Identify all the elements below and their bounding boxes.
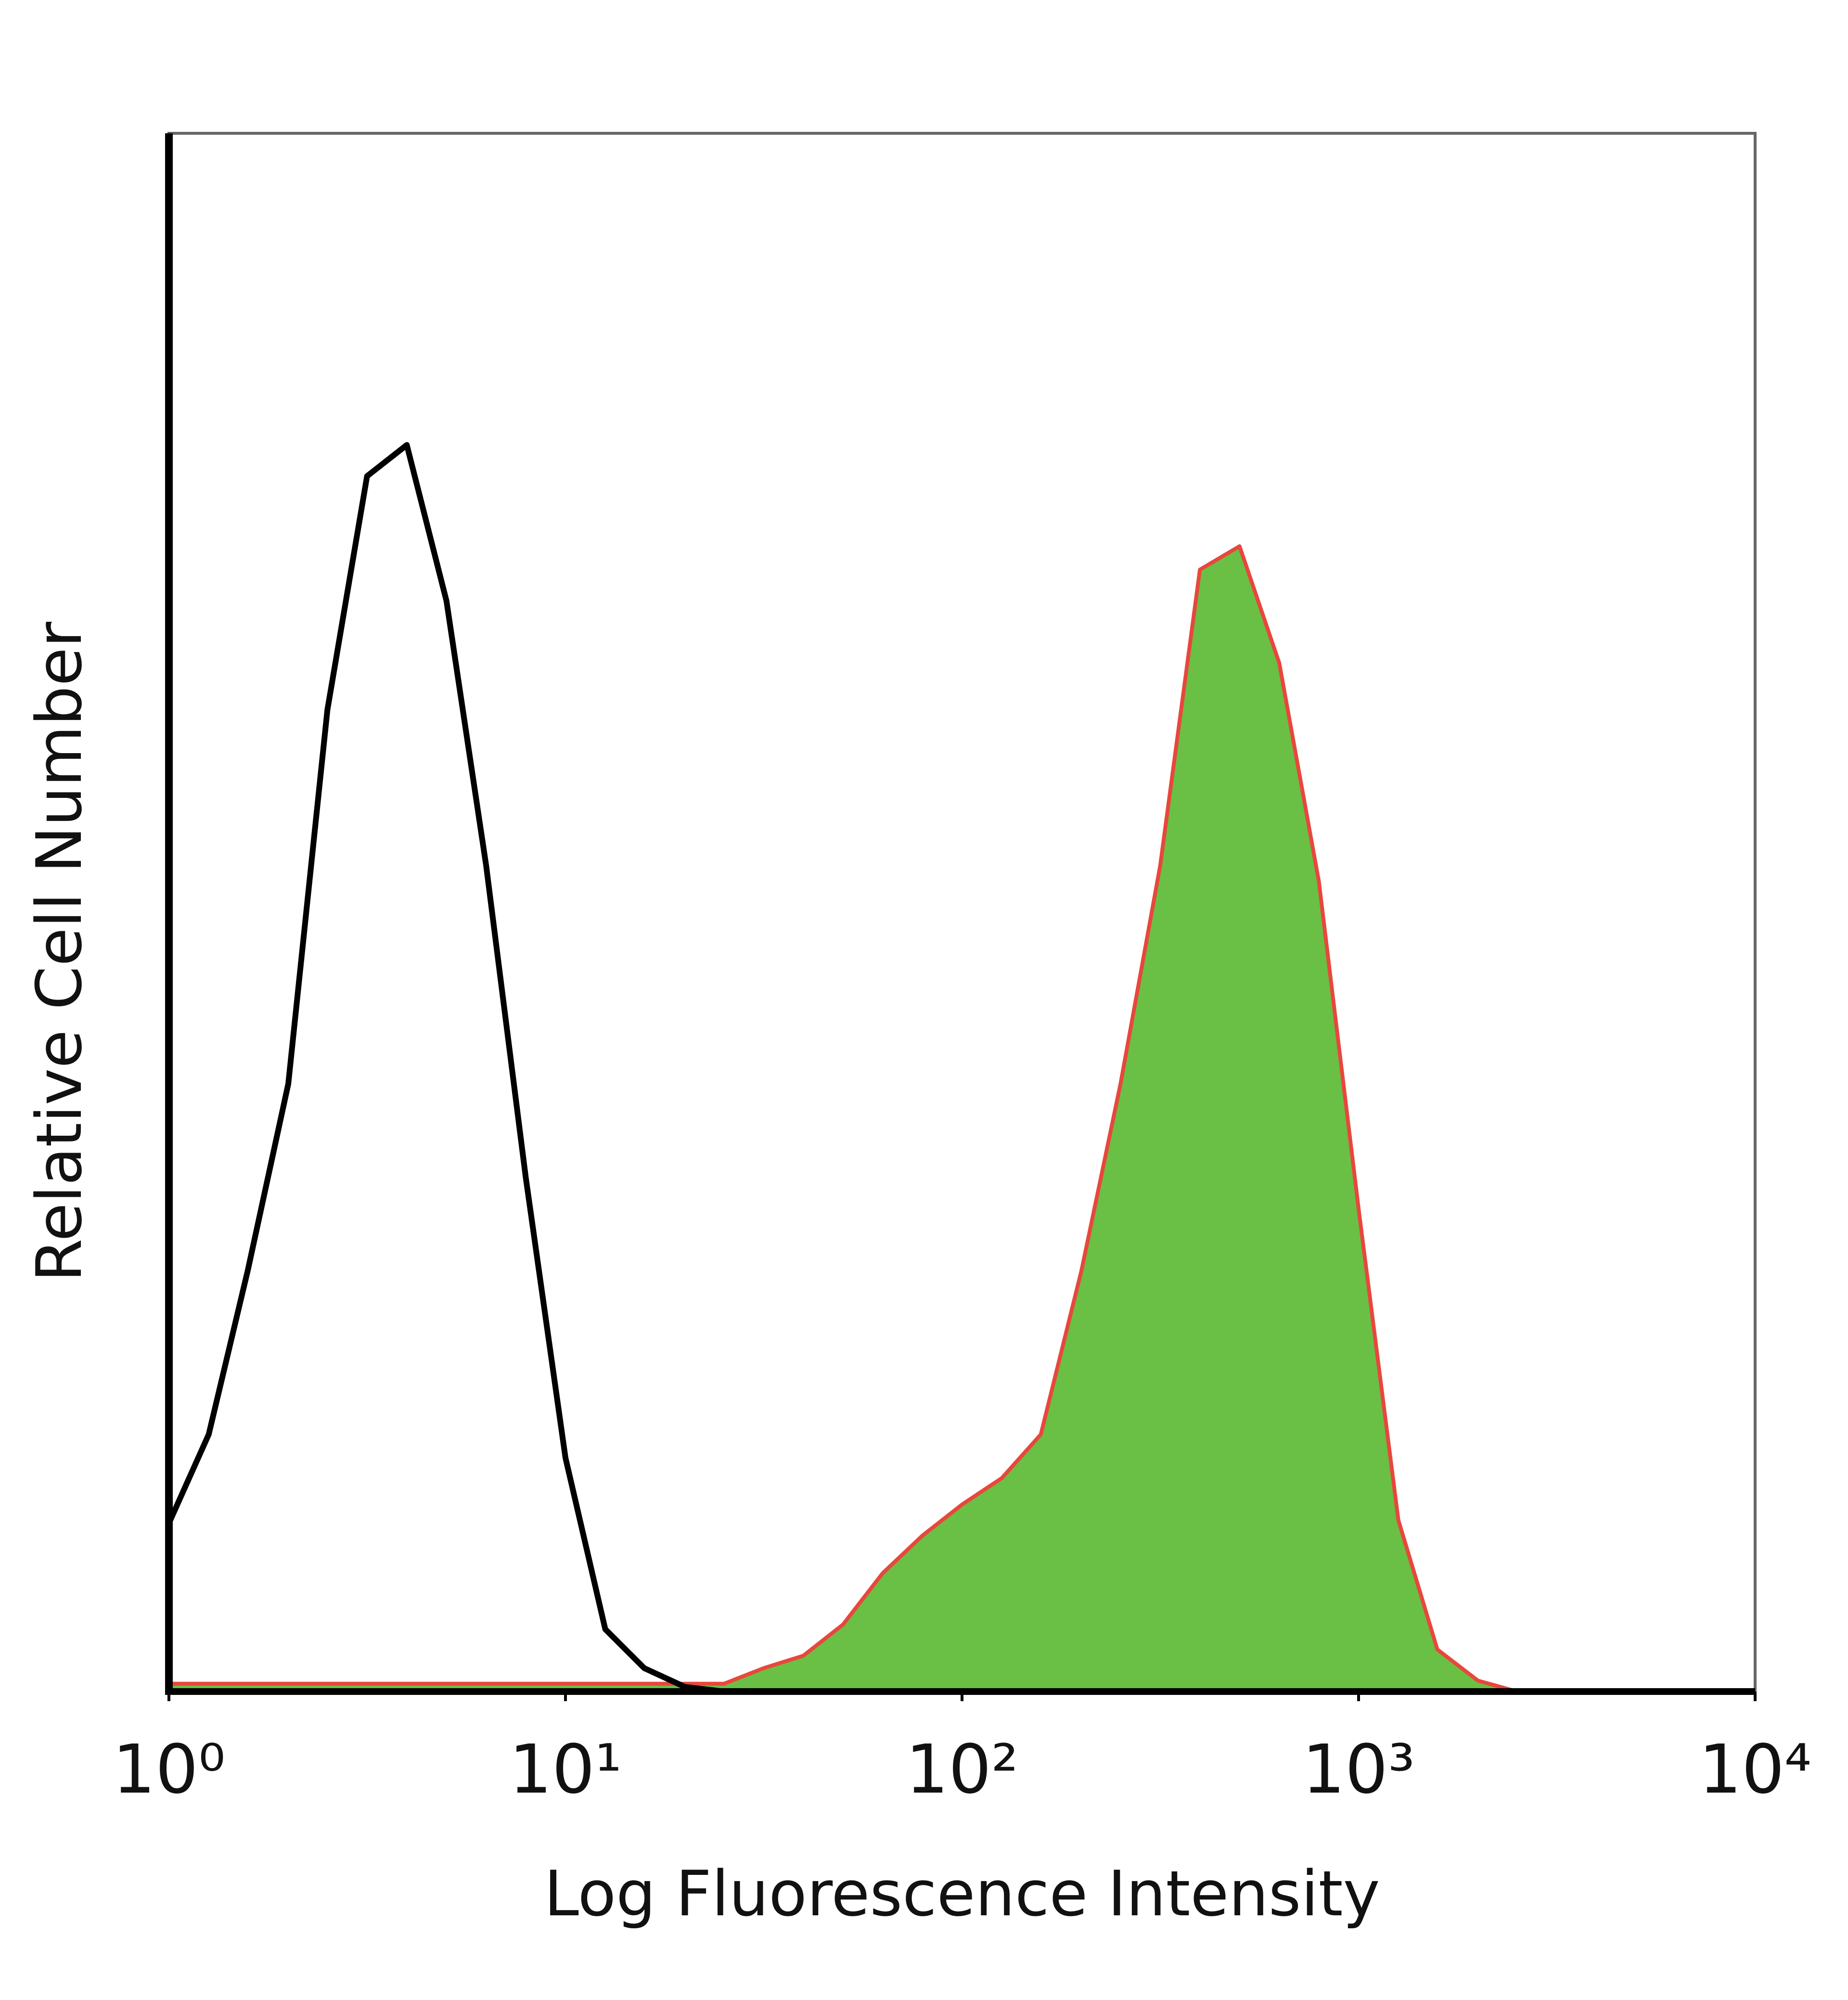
x-tick-label: 10⁰ [113, 1731, 225, 1809]
area [167, 544, 1559, 1693]
x-tick-label: 10⁴ [1699, 1731, 1811, 1809]
x-tick-label: 10³ [1302, 1731, 1415, 1809]
x-tick-label: 10¹ [509, 1731, 622, 1809]
y-axis-label: Relative Cell Number [23, 621, 96, 1282]
x-axis-label: Log Fluorescence Intensity [544, 1857, 1380, 1930]
x-tick-label: 10² [906, 1731, 1018, 1809]
